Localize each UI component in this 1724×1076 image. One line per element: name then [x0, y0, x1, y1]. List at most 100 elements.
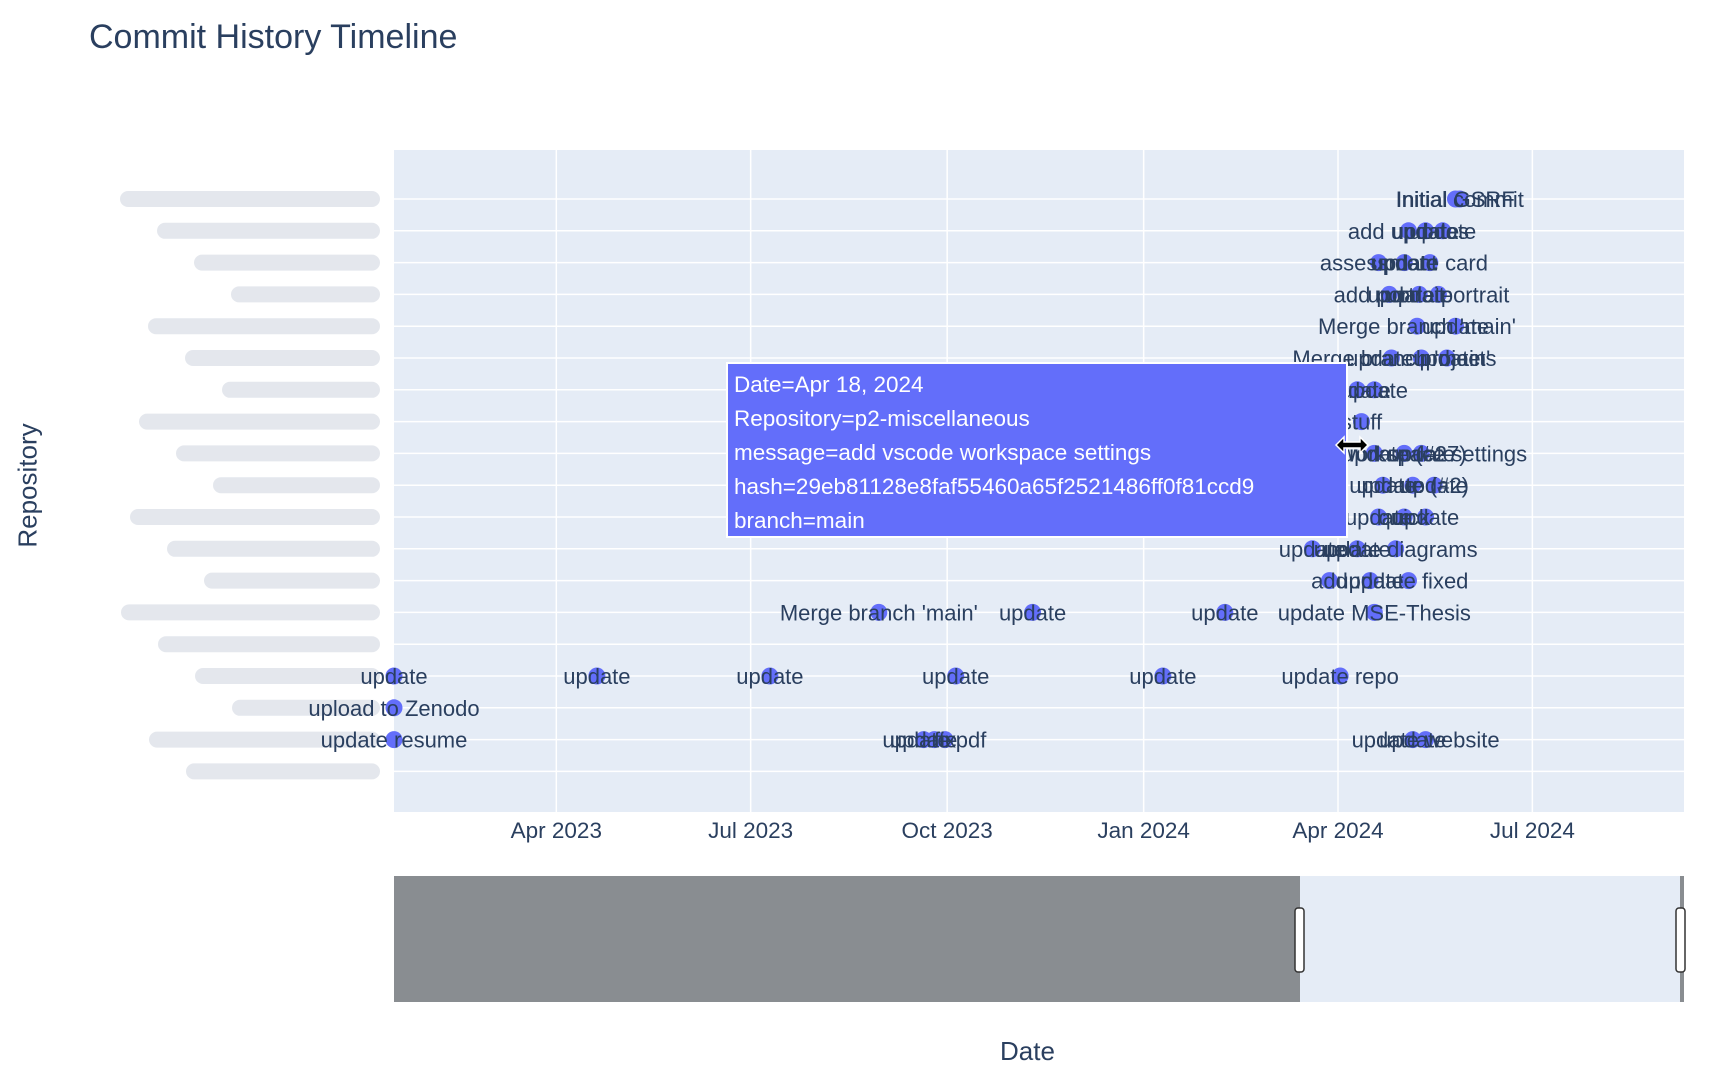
- data-label: update: [922, 664, 989, 689]
- rangeslider[interactable]: [394, 876, 1686, 1002]
- data-label: update: [1279, 537, 1346, 562]
- data-point[interactable]: [385, 667, 403, 685]
- data-label: add updates: [1348, 219, 1469, 244]
- data-point[interactable]: [1399, 222, 1417, 240]
- data-point[interactable]: [1399, 572, 1417, 590]
- data-label: update: [1392, 505, 1459, 530]
- data-point[interactable]: [1395, 444, 1413, 462]
- data-point[interactable]: [1417, 222, 1435, 240]
- data-point[interactable]: [1024, 603, 1042, 621]
- data-label: update projects: [1346, 346, 1496, 371]
- data-label: update: [1345, 505, 1412, 530]
- data-point[interactable]: [936, 731, 954, 749]
- data-point[interactable]: [870, 603, 888, 621]
- y-tick-label: [186, 763, 380, 780]
- data-point[interactable]: [1331, 667, 1349, 685]
- data-label: update: [1422, 314, 1489, 339]
- data-point[interactable]: [1429, 285, 1447, 303]
- hover-line-branch: branch=main: [734, 508, 865, 533]
- data-points[interactable]: [385, 190, 1469, 749]
- data-point[interactable]: [761, 667, 779, 685]
- y-tick-label: [194, 254, 380, 271]
- y-tick-label: [139, 413, 380, 430]
- data-point[interactable]: [1395, 254, 1413, 272]
- data-point[interactable]: [1348, 381, 1366, 399]
- data-point[interactable]: [1412, 349, 1430, 367]
- data-point[interactable]: [1216, 603, 1234, 621]
- data-label: update: [1324, 537, 1391, 562]
- data-point[interactable]: [1395, 508, 1413, 526]
- data-point[interactable]: [1365, 381, 1383, 399]
- hover-line-date: Date=Apr 18, 2024: [734, 372, 924, 397]
- data-point[interactable]: [1434, 222, 1452, 240]
- rangeslider-handle-left[interactable]: [1294, 907, 1305, 973]
- data-point[interactable]: [947, 667, 965, 685]
- y-tick-label: [167, 540, 380, 557]
- data-point[interactable]: [1412, 444, 1430, 462]
- data-label: update repo: [1281, 664, 1398, 689]
- data-point[interactable]: [1425, 476, 1443, 494]
- data-point[interactable]: [1387, 540, 1405, 558]
- data-point[interactable]: [1421, 254, 1439, 272]
- data-point[interactable]: [1417, 508, 1435, 526]
- hover-line-message: message=add vscode workspace settings: [734, 440, 1152, 465]
- data-point[interactable]: [1361, 572, 1379, 590]
- data-point[interactable]: [1365, 444, 1383, 462]
- data-label: add portrait: [1334, 282, 1445, 307]
- data-point[interactable]: [1404, 731, 1422, 749]
- data-point[interactable]: [1446, 190, 1464, 208]
- data-point[interactable]: [1365, 603, 1383, 621]
- data-label: update: [1392, 219, 1459, 244]
- y-tick-label: [213, 477, 380, 494]
- data-label: update: [1336, 569, 1403, 594]
- resize-horizontal-icon: [1334, 435, 1370, 455]
- data-point[interactable]: [1370, 508, 1388, 526]
- data-point[interactable]: [1417, 731, 1435, 749]
- data-point[interactable]: [1446, 317, 1464, 335]
- data-label: update: [1349, 473, 1416, 498]
- data-point[interactable]: [1380, 285, 1398, 303]
- data-point[interactable]: [1382, 349, 1400, 367]
- y-tick-label: [185, 350, 380, 366]
- data-label: Initial GSRF: [1396, 187, 1515, 212]
- data-point[interactable]: [1438, 349, 1456, 367]
- y-tick-labels: [120, 191, 380, 780]
- data-point[interactable]: [1320, 572, 1338, 590]
- data-point[interactable]: [1374, 476, 1392, 494]
- data-point[interactable]: [1353, 413, 1370, 431]
- x-tick-label: Jul 2023: [708, 818, 793, 843]
- data-label: update website: [1352, 728, 1500, 753]
- data-label: update diagrams: [1314, 537, 1478, 562]
- y-tick-label: [222, 381, 380, 398]
- data-point[interactable]: [385, 699, 403, 717]
- data-label: update: [360, 664, 427, 689]
- y-tick-label: [158, 636, 380, 653]
- data-point[interactable]: [1348, 540, 1366, 558]
- data-point[interactable]: [1410, 285, 1428, 303]
- rangeslider-handle-right[interactable]: [1675, 907, 1686, 973]
- data-point[interactable]: [1408, 317, 1426, 335]
- data-label: fix: [934, 728, 956, 753]
- data-label: update: [1129, 664, 1196, 689]
- data-point[interactable]: [1303, 540, 1321, 558]
- data-label: update (#2): [1356, 473, 1469, 498]
- data-point[interactable]: [1370, 254, 1388, 272]
- data-label: update: [1388, 441, 1455, 466]
- data-label: update MSE-Thesis: [1278, 600, 1471, 625]
- data-label: upload to Zenodo: [308, 696, 479, 721]
- data-label: update: [1409, 219, 1476, 244]
- data-label: assessment: [1320, 251, 1437, 276]
- y-tick-label: [149, 731, 380, 748]
- data-label: Initial commit: [1396, 187, 1524, 212]
- y-tick-label: [120, 191, 380, 207]
- hover-line-repository: Repository=p2-miscellaneous: [734, 406, 1030, 431]
- data-point[interactable]: [1154, 667, 1172, 685]
- data-label: update resume: [321, 728, 468, 753]
- data-point[interactable]: [385, 731, 403, 749]
- data-point[interactable]: [588, 667, 606, 685]
- data-point[interactable]: [1404, 476, 1422, 494]
- hover-line-hash: hash=29eb81128e8faf55460a65f2521486ff0f8…: [734, 474, 1255, 499]
